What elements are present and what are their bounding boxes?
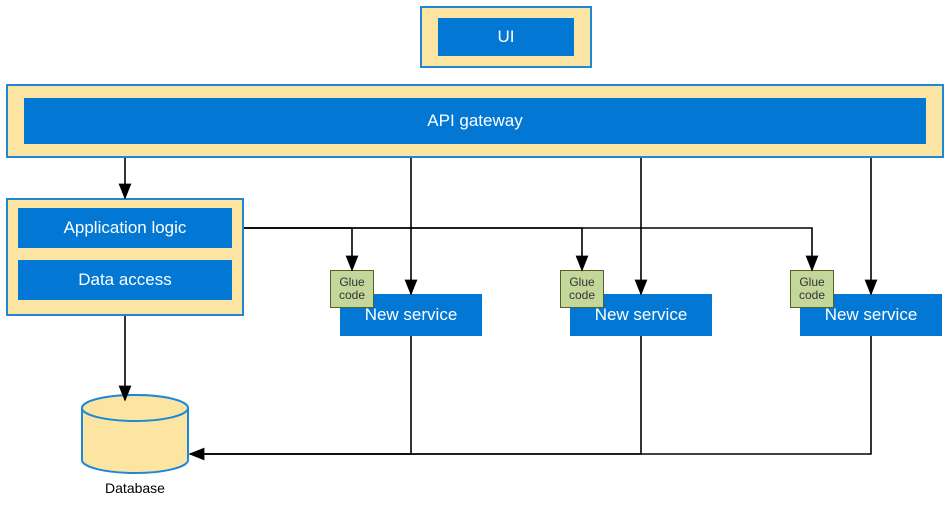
api-gateway-box: API gateway — [24, 98, 926, 144]
data-access-box: Data access — [18, 260, 232, 300]
glue-code-3: Glue code — [790, 270, 834, 308]
database-label: Database — [80, 478, 190, 498]
database-cylinder — [80, 394, 190, 474]
glue-code-1: Glue code — [330, 270, 374, 308]
application-logic-box: Application logic — [18, 208, 232, 248]
glue-code-2: Glue code — [560, 270, 604, 308]
ui-box: UI — [438, 18, 574, 56]
